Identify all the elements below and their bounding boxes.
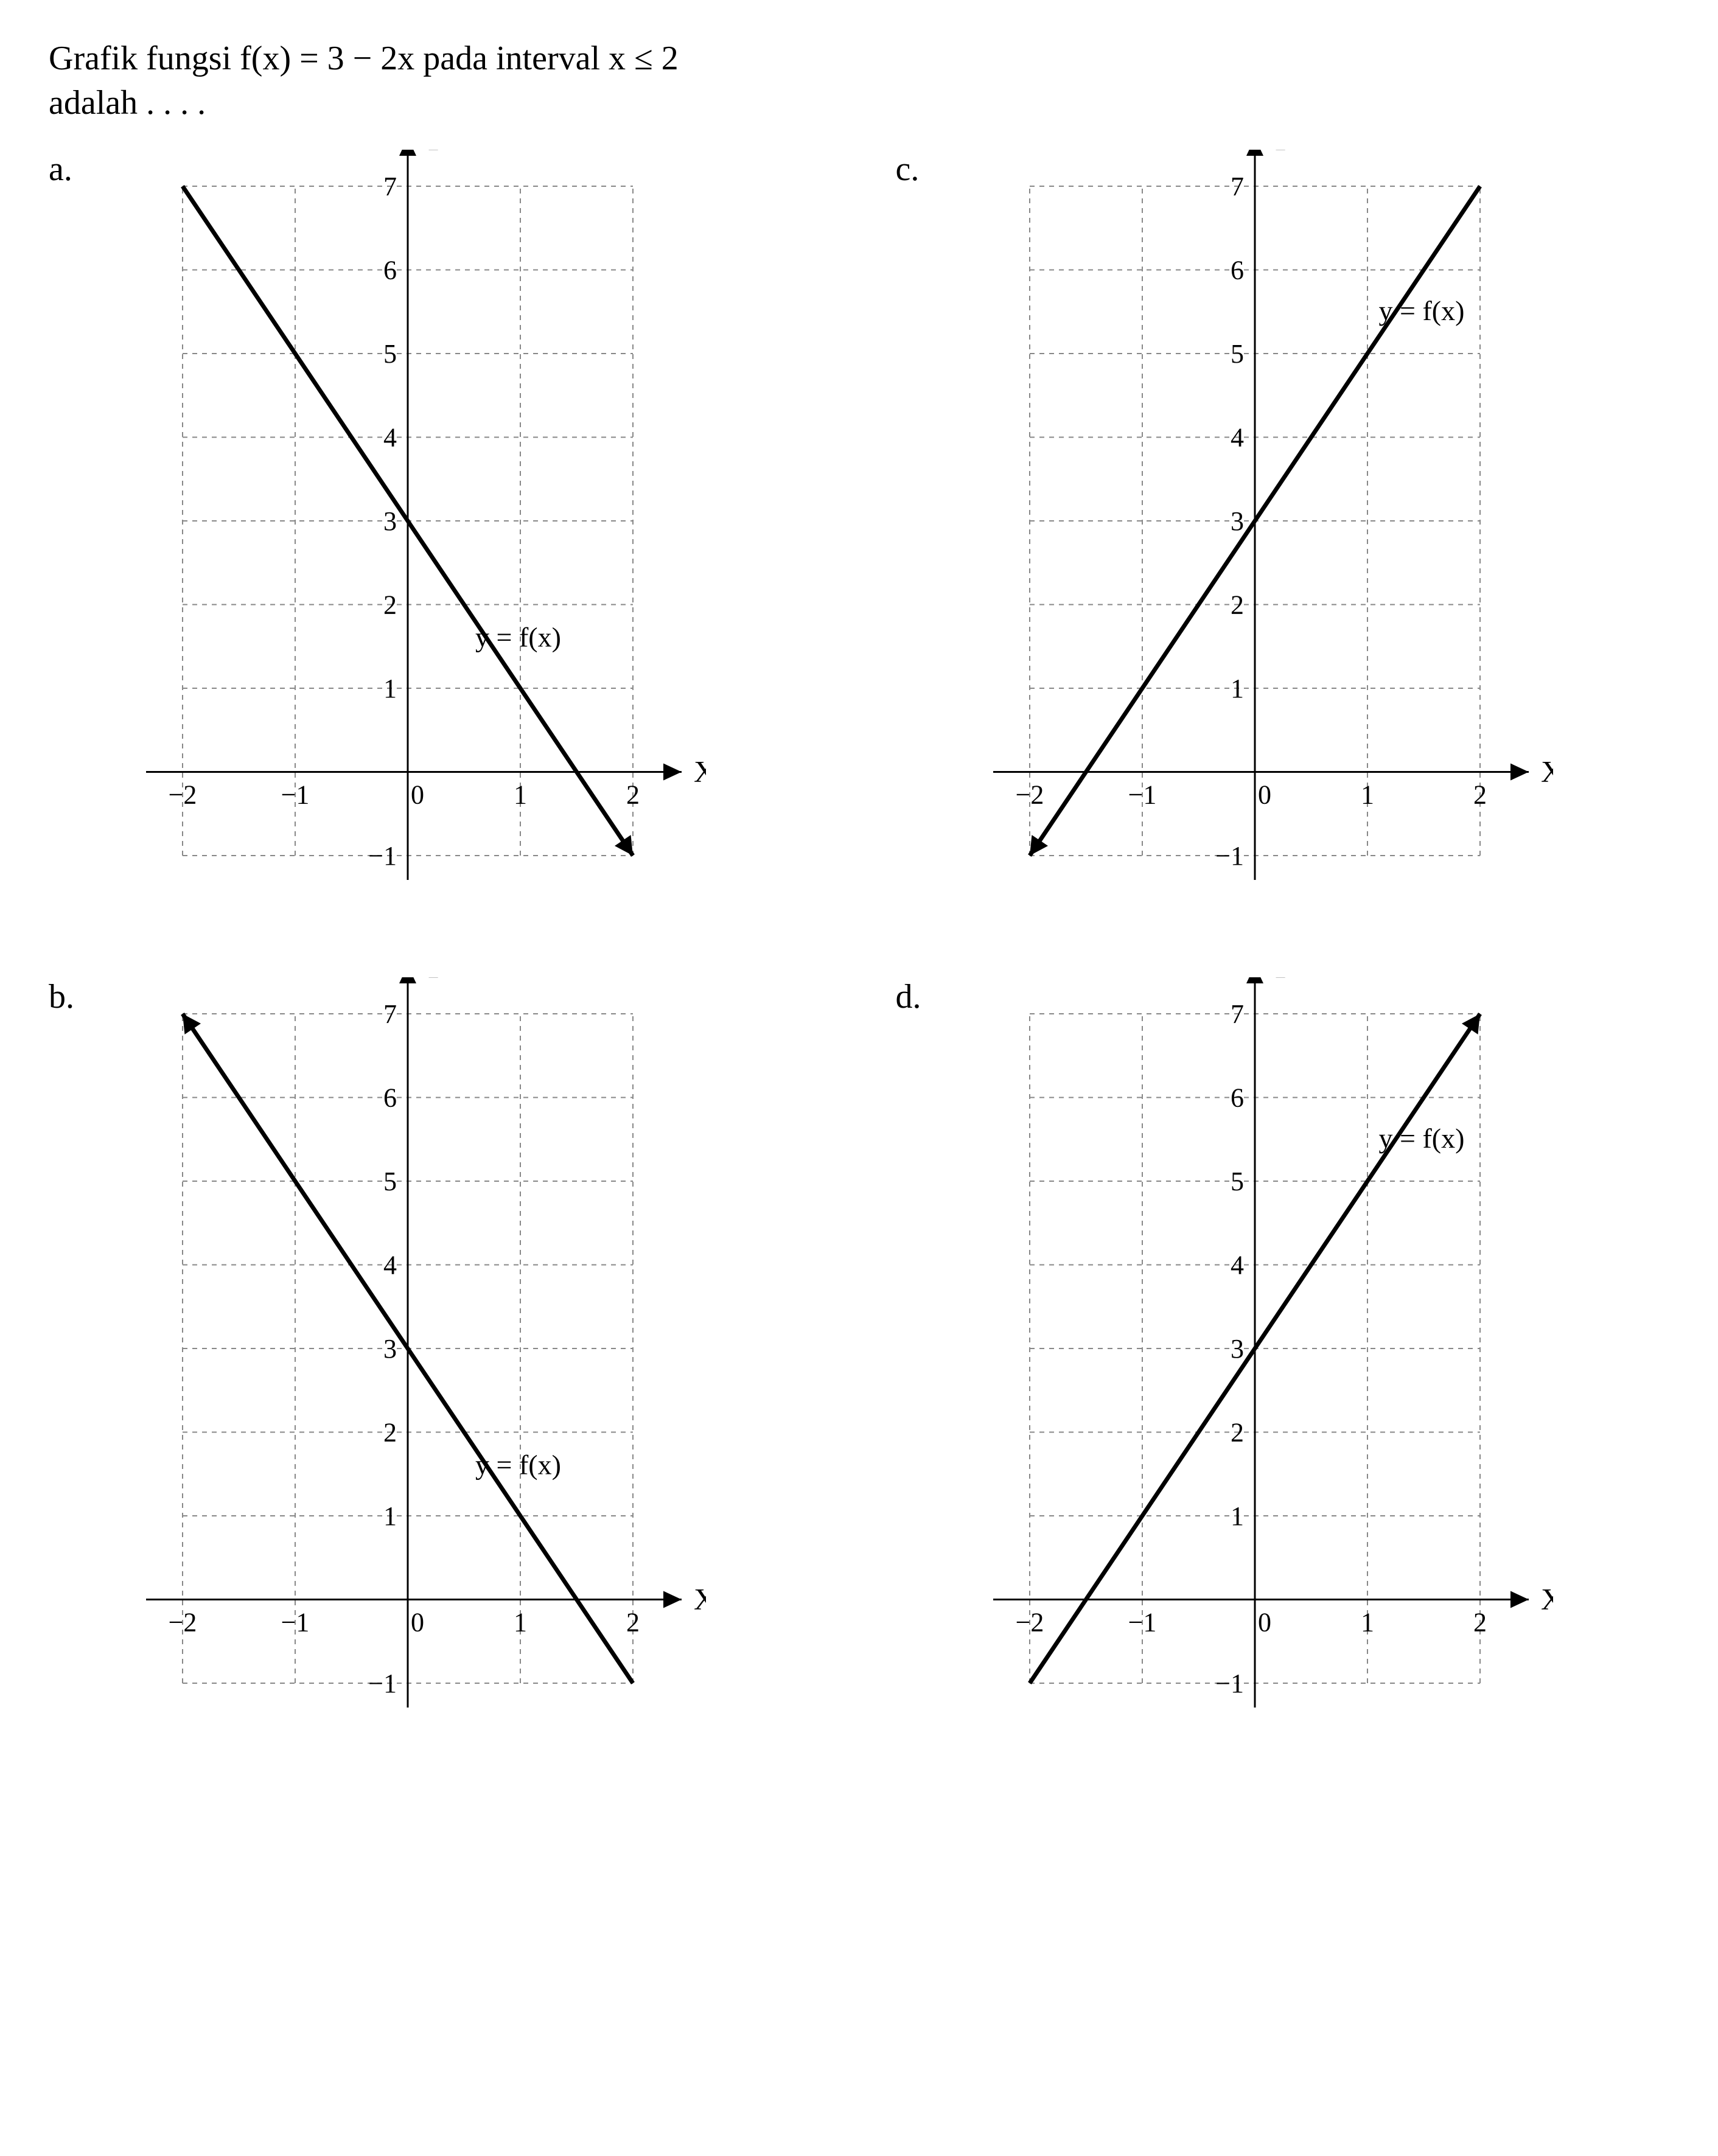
svg-text:1: 1 <box>1231 1501 1244 1531</box>
svg-text:2: 2 <box>626 780 640 809</box>
svg-text:−2: −2 <box>1015 1607 1044 1637</box>
svg-text:4: 4 <box>383 422 397 452</box>
svg-text:0: 0 <box>411 1607 424 1637</box>
option-c-label: c. <box>896 150 926 189</box>
chart-d: −2 −1 0 1 2 −1 1 2 3 4 5 6 7 X Yy = f(x) <box>945 977 1553 1768</box>
svg-text:7: 7 <box>1231 999 1244 1029</box>
option-c: c. −2 −1 0 1 2 −1 1 2 3 4 5 6 7 X Yy = f(x) <box>896 150 1670 941</box>
svg-text:−1: −1 <box>281 780 310 809</box>
option-a: a. −2 −1 0 1 2 −1 1 2 3 4 5 6 7 X Yy = f(x) <box>49 150 823 941</box>
chart-c: −2 −1 0 1 2 −1 1 2 3 4 5 6 7 X Yy = f(x) <box>945 150 1553 941</box>
svg-text:Y: Y <box>422 977 444 984</box>
option-d: d. −2 −1 0 1 2 −1 1 2 3 4 5 6 7 X Yy = f(x) <box>896 977 1670 1768</box>
svg-text:4: 4 <box>383 1250 397 1280</box>
svg-text:−1: −1 <box>1215 841 1244 871</box>
svg-text:y = f(x): y = f(x) <box>475 621 561 652</box>
chart-a: −2 −1 0 1 2 −1 1 2 3 4 5 6 7 X Yy = f(x) <box>97 150 706 941</box>
svg-text:7: 7 <box>383 999 397 1029</box>
svg-text:2: 2 <box>1231 590 1244 619</box>
svg-text:−1: −1 <box>368 841 397 871</box>
svg-text:1: 1 <box>1361 780 1374 809</box>
svg-text:X: X <box>1541 754 1553 788</box>
option-b-label: b. <box>49 977 79 1016</box>
chart-a-svg: −2 −1 0 1 2 −1 1 2 3 4 5 6 7 X Yy = f(x) <box>97 150 706 941</box>
svg-text:−1: −1 <box>368 1669 397 1698</box>
svg-text:1: 1 <box>383 1501 397 1531</box>
option-a-label: a. <box>49 150 79 189</box>
svg-text:5: 5 <box>383 1167 397 1196</box>
svg-text:0: 0 <box>411 780 424 809</box>
chart-b-svg: −2 −1 0 1 2 −1 1 2 3 4 5 6 7 X Yy = f(x) <box>97 977 706 1768</box>
svg-text:Y: Y <box>1269 977 1291 984</box>
svg-text:−1: −1 <box>1128 780 1156 809</box>
svg-text:1: 1 <box>514 1607 527 1637</box>
svg-text:5: 5 <box>383 339 397 369</box>
svg-text:4: 4 <box>1231 1250 1244 1280</box>
question-line-2: adalah . . . . <box>49 84 206 122</box>
chart-d-svg: −2 −1 0 1 2 −1 1 2 3 4 5 6 7 X Yy = f(x) <box>945 977 1553 1768</box>
svg-text:6: 6 <box>1231 255 1244 285</box>
svg-text:X: X <box>694 1582 706 1616</box>
svg-text:−2: −2 <box>169 1607 197 1637</box>
svg-text:6: 6 <box>383 1083 397 1112</box>
svg-text:y = f(x): y = f(x) <box>1378 295 1464 326</box>
options-grid: a. −2 −1 0 1 2 −1 1 2 3 4 5 6 7 X Yy = f(x) c. −2 −1 0 1 2… <box>49 150 1669 1768</box>
svg-text:2: 2 <box>383 590 397 619</box>
svg-text:3: 3 <box>1231 506 1244 536</box>
svg-text:7: 7 <box>383 172 397 201</box>
svg-text:1: 1 <box>514 780 527 809</box>
svg-text:7: 7 <box>1231 172 1244 201</box>
option-b: b. −2 −1 0 1 2 −1 1 2 3 4 5 6 7 X Yy = f(x) <box>49 977 823 1768</box>
svg-text:1: 1 <box>1361 1607 1374 1637</box>
chart-c-svg: −2 −1 0 1 2 −1 1 2 3 4 5 6 7 X Yy = f(x) <box>945 150 1553 941</box>
svg-text:y = f(x): y = f(x) <box>475 1449 561 1480</box>
svg-text:2: 2 <box>1231 1417 1244 1447</box>
question-text: Grafik fungsi f(x) = 3 − 2x pada interva… <box>49 37 1669 125</box>
svg-text:6: 6 <box>1231 1083 1244 1112</box>
svg-text:Y: Y <box>422 150 444 156</box>
question-line-1: Grafik fungsi f(x) = 3 − 2x pada interva… <box>49 40 679 77</box>
svg-text:1: 1 <box>383 674 397 703</box>
svg-text:X: X <box>694 754 706 788</box>
svg-text:−2: −2 <box>169 780 197 809</box>
svg-text:2: 2 <box>383 1417 397 1447</box>
svg-text:4: 4 <box>1231 422 1244 452</box>
svg-text:1: 1 <box>1231 674 1244 703</box>
svg-text:Y: Y <box>1269 150 1291 156</box>
svg-text:5: 5 <box>1231 339 1244 369</box>
svg-text:6: 6 <box>383 255 397 285</box>
svg-text:−1: −1 <box>1128 1607 1156 1637</box>
svg-text:−1: −1 <box>1215 1669 1244 1698</box>
svg-text:3: 3 <box>383 506 397 536</box>
svg-text:0: 0 <box>1258 1607 1271 1637</box>
svg-text:X: X <box>1541 1582 1553 1616</box>
chart-b: −2 −1 0 1 2 −1 1 2 3 4 5 6 7 X Yy = f(x) <box>97 977 706 1768</box>
svg-text:−1: −1 <box>281 1607 310 1637</box>
svg-text:y = f(x): y = f(x) <box>1378 1123 1464 1154</box>
svg-text:3: 3 <box>383 1334 397 1364</box>
svg-text:2: 2 <box>1473 780 1487 809</box>
option-d-label: d. <box>896 977 926 1016</box>
svg-text:3: 3 <box>1231 1334 1244 1364</box>
svg-text:−2: −2 <box>1015 780 1044 809</box>
svg-text:2: 2 <box>1473 1607 1487 1637</box>
svg-text:0: 0 <box>1258 780 1271 809</box>
svg-text:5: 5 <box>1231 1167 1244 1196</box>
svg-text:2: 2 <box>626 1607 640 1637</box>
